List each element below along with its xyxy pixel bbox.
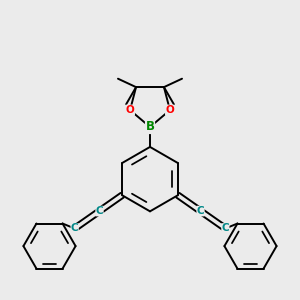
Text: O: O: [166, 105, 174, 115]
Text: O: O: [126, 105, 134, 115]
Text: C: C: [71, 224, 78, 233]
Text: B: B: [146, 121, 154, 134]
Text: C: C: [96, 206, 103, 216]
Text: C: C: [222, 224, 229, 233]
Text: C: C: [197, 206, 204, 216]
